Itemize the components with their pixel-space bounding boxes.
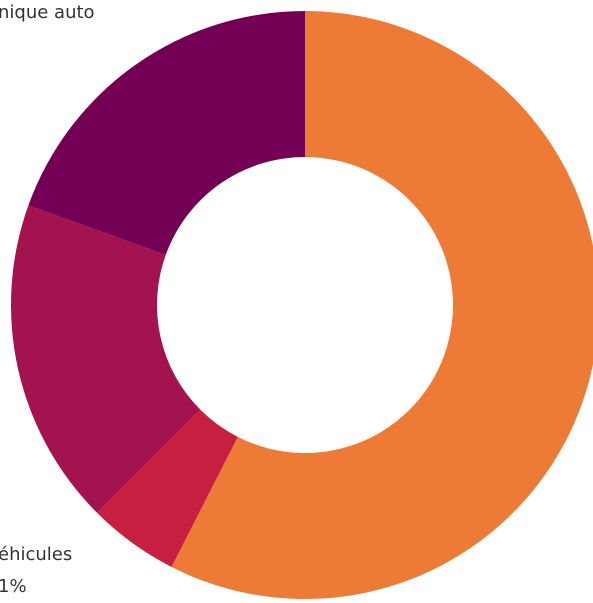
slice-label-vehicles-value: 1% — [0, 576, 27, 597]
slice-label-vehicles: éhicules — [0, 544, 72, 565]
donut-slice-2 — [10, 205, 201, 513]
donut-slice-0 — [171, 11, 593, 599]
donut-slice-3 — [28, 11, 306, 255]
slice-label-maintenance: nique auto — [0, 2, 95, 23]
donut-slice-1 — [97, 409, 238, 567]
donut-slices — [10, 11, 593, 599]
